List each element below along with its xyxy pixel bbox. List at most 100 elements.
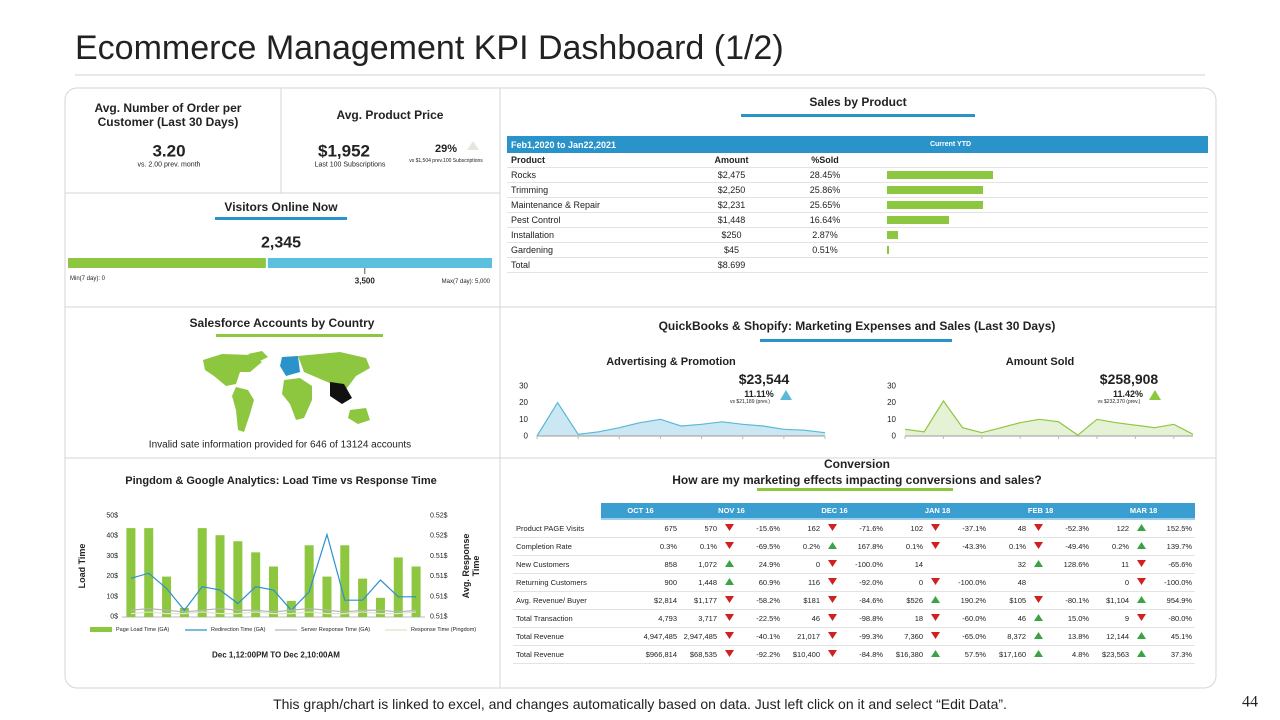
- value: 48: [989, 573, 1030, 592]
- bar: [162, 576, 172, 617]
- bar-cell: [880, 212, 1209, 228]
- arrow-cell: [1029, 555, 1048, 574]
- arrow-cell: [823, 537, 842, 556]
- amount: $8.699: [693, 257, 770, 273]
- value: 46: [989, 609, 1030, 628]
- change: -84.8%: [841, 645, 887, 664]
- value: 162: [783, 519, 824, 538]
- bar: [887, 216, 950, 224]
- blank: [880, 257, 1209, 273]
- arrow: [827, 632, 837, 639]
- product: Gardening: [507, 242, 693, 258]
- column-header: MAR 18: [1092, 503, 1196, 520]
- value: 14: [886, 555, 927, 574]
- change: -99.3%: [841, 627, 887, 646]
- blank: [770, 257, 880, 273]
- bar: [358, 578, 368, 617]
- legend-label: Redirection Time (GA): [211, 627, 266, 633]
- column-header: OCT 16: [601, 503, 680, 520]
- arrow: [724, 578, 734, 585]
- arrow-cell: [1132, 573, 1151, 592]
- arrow: [1136, 542, 1146, 549]
- chart-subtitle: Dec 1,12:00PM TO Dec 2,10:00AM: [212, 651, 340, 660]
- trend-icon: [780, 390, 792, 400]
- world-map: [203, 351, 370, 432]
- change: 128.6%: [1047, 555, 1093, 574]
- value: 12,144: [1092, 627, 1133, 646]
- change: 13.8%: [1047, 627, 1093, 646]
- sold: 16.64%: [770, 212, 880, 228]
- value: $181: [783, 591, 824, 610]
- arrow-cell: [1132, 645, 1151, 664]
- arrow-cell: [720, 537, 738, 556]
- y-tick-label: 40$: [106, 533, 118, 540]
- value: $10,400: [783, 645, 824, 664]
- arrow: [827, 578, 837, 585]
- trend-arrow: [930, 614, 940, 621]
- change-note: vs $232,370 (prev.): [1098, 399, 1141, 405]
- change: -71.6%: [841, 519, 887, 538]
- visitors-value: 2,345: [261, 235, 301, 252]
- y2-axis-label: Avg. ResponseTime: [461, 534, 481, 599]
- y2-tick-label: 0.52$: [430, 513, 448, 520]
- trend-arrow: [1033, 524, 1043, 531]
- tick-label: 3,500: [355, 277, 376, 286]
- bar: [887, 201, 983, 209]
- title-underline: [216, 334, 383, 337]
- amount: $45: [693, 242, 770, 258]
- line: [130, 607, 417, 613]
- arrow: [827, 650, 837, 657]
- arrow: [930, 650, 940, 657]
- value: 0.1%: [680, 537, 720, 556]
- kpi-change: 29%: [435, 143, 457, 155]
- value: $966,814: [601, 645, 680, 664]
- change: 11.42%: [1113, 389, 1143, 399]
- arrow-cell: [926, 645, 945, 664]
- arrow-cell: [720, 645, 738, 664]
- arrow-cell: [926, 627, 945, 646]
- value: $526: [886, 591, 927, 610]
- arrow: [1136, 650, 1146, 657]
- arrow: [724, 596, 734, 603]
- bar-cell: [880, 242, 1209, 258]
- y2-tick-label: 0.51$: [430, 614, 448, 621]
- change: -100.0%: [1150, 573, 1196, 592]
- row: Maintenance & Repair $2,231 25.65%: [507, 197, 1209, 213]
- trend-arrow: [1033, 614, 1043, 621]
- trend-arrow: [724, 632, 734, 639]
- change: [1047, 573, 1093, 592]
- row: Total Transaction 4,793 3,717 -22.5% 46 -98.8…: [513, 609, 1196, 628]
- change: 190.2%: [944, 591, 990, 610]
- period: Feb1,2020 to Jan22,2021: [507, 136, 693, 153]
- value: 102: [886, 519, 927, 538]
- value: 675: [601, 519, 680, 538]
- blank: [513, 503, 601, 519]
- bar: [411, 566, 421, 617]
- gauge-bar: [68, 258, 267, 268]
- arrow: [1033, 524, 1043, 531]
- change: -80.0%: [1150, 609, 1196, 628]
- column-header: %Sold: [770, 153, 880, 168]
- arrow: [1033, 560, 1043, 567]
- value: 570: [680, 519, 720, 538]
- column-header: Product: [507, 153, 693, 168]
- bar: [215, 535, 225, 617]
- dividers: [65, 88, 1216, 688]
- value: 8,372: [989, 627, 1030, 646]
- value: 0: [886, 573, 927, 592]
- row-label: Total Revenue: [513, 627, 601, 646]
- arrow-cell: [720, 609, 738, 628]
- legend-label: Response Time (Pingdom): [411, 627, 476, 633]
- y2-tick-label: 0.51$: [430, 573, 448, 580]
- arrow: [930, 524, 940, 531]
- change: 37.3%: [1150, 645, 1196, 664]
- area-fill: [905, 401, 1193, 436]
- y-tick-label: 10: [887, 415, 896, 424]
- section-title: Salesforce Accounts by Country: [190, 316, 375, 330]
- value: 18: [886, 609, 927, 628]
- change: -65.6%: [1150, 555, 1196, 574]
- bar: [269, 566, 278, 617]
- arrow: [724, 650, 734, 657]
- page-number: 44: [1242, 694, 1258, 711]
- change: 60.9%: [738, 573, 784, 592]
